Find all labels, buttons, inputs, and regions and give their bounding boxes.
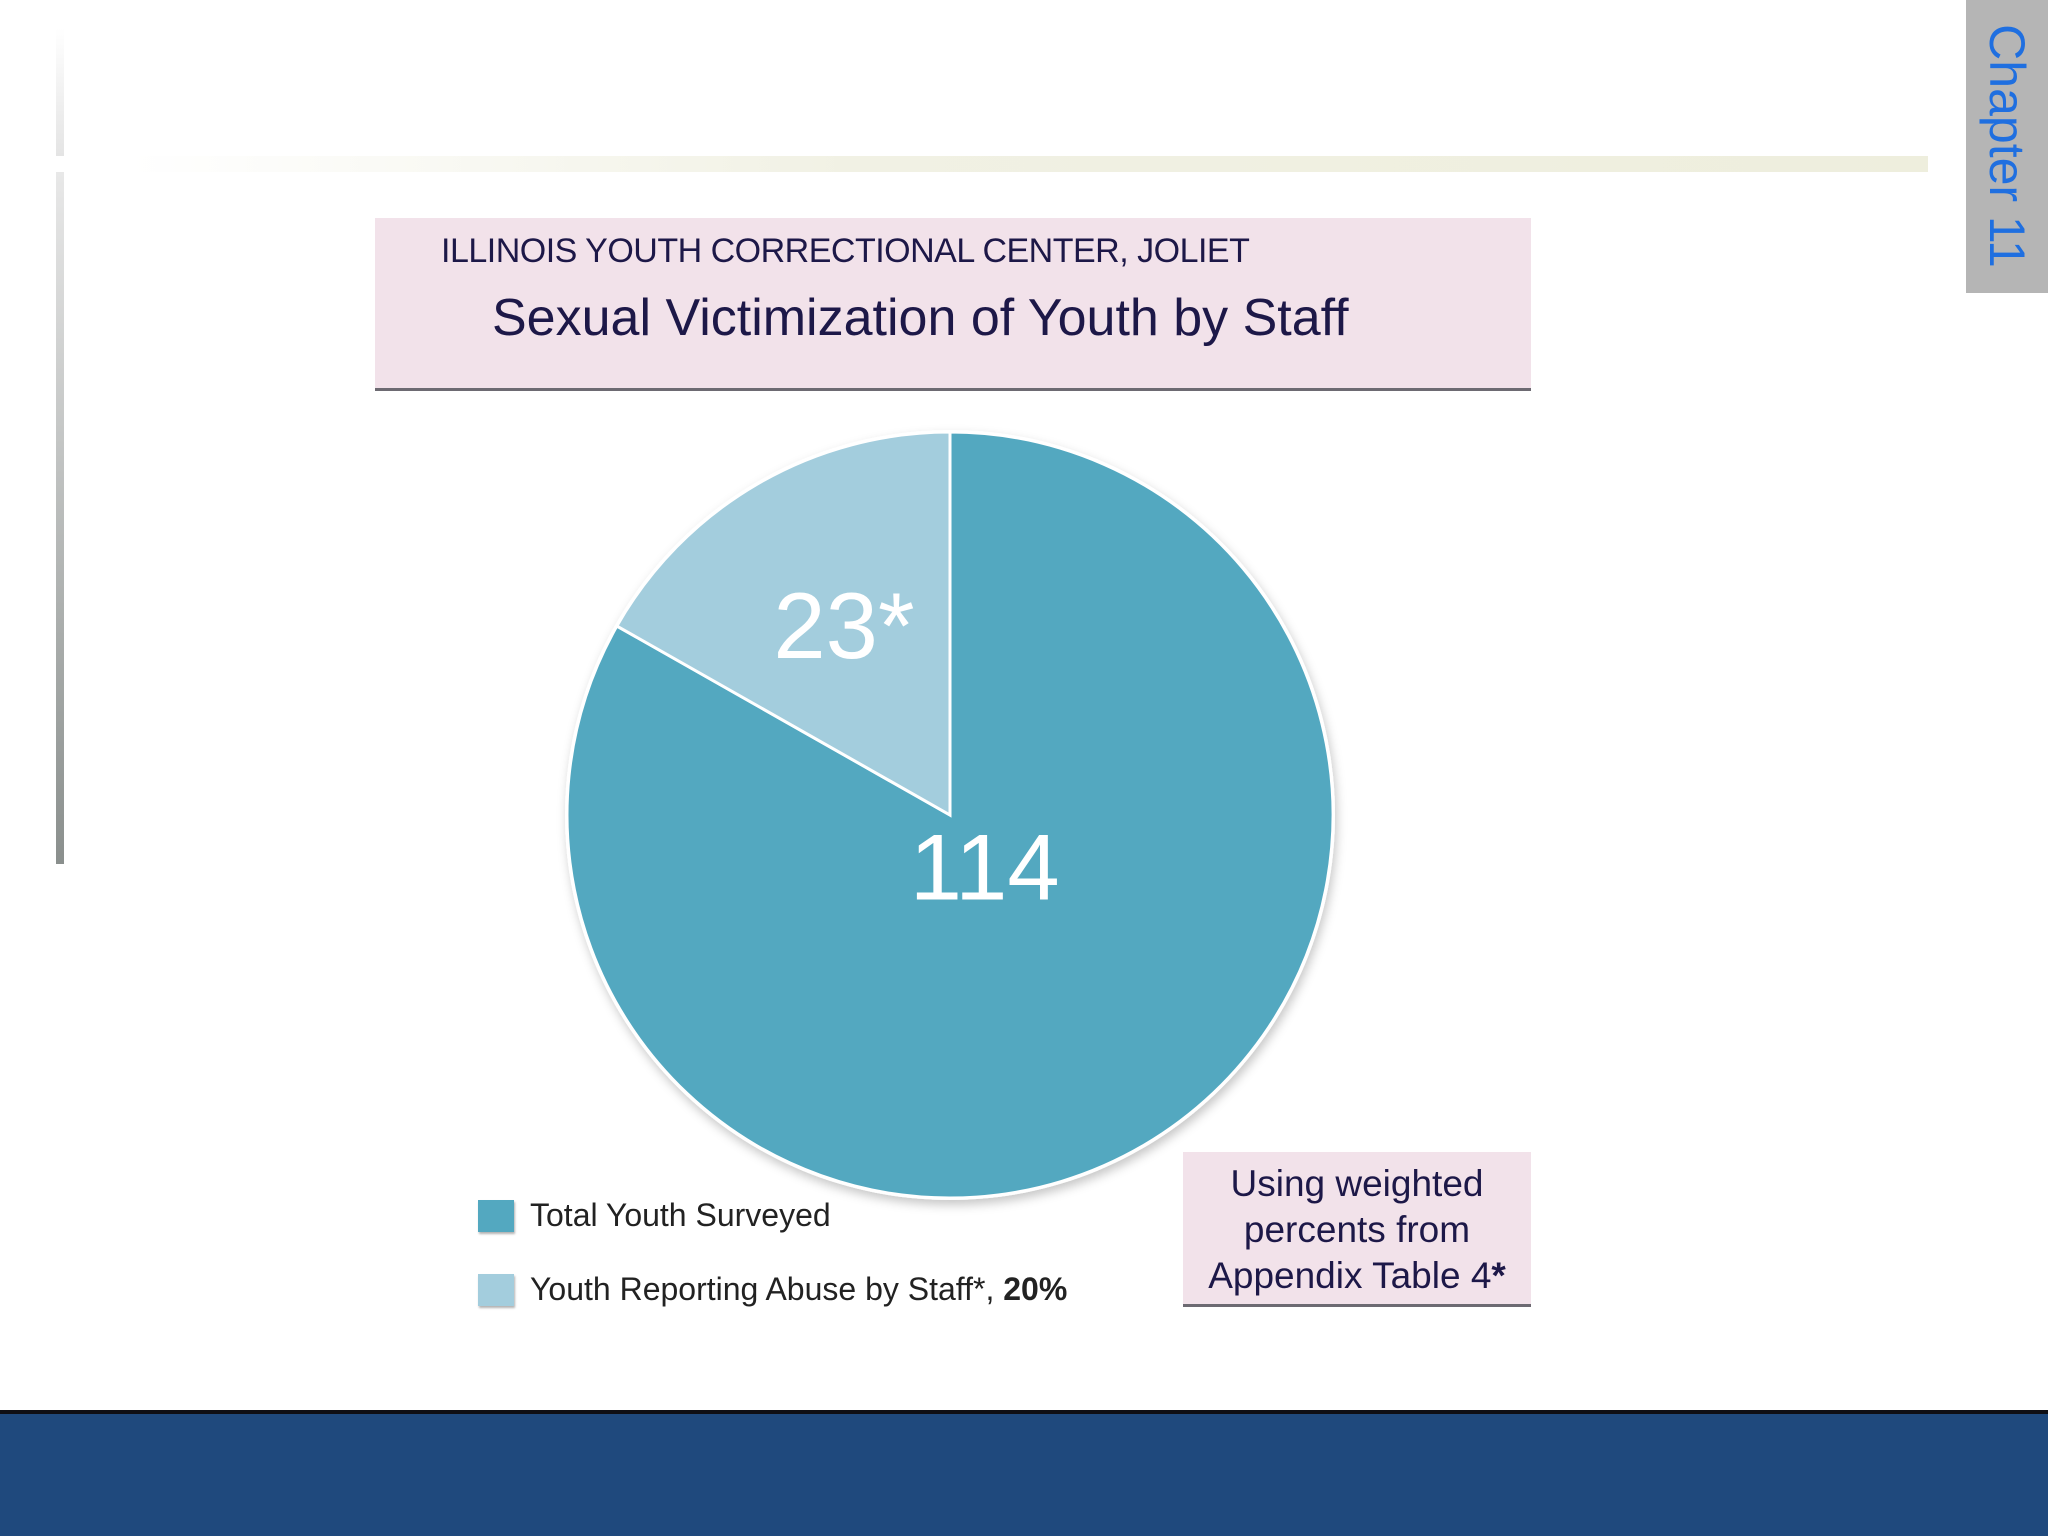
note-box: Using weighted percents from Appendix Ta…: [1183, 1152, 1531, 1307]
chart-title: Sexual Victimization of Youth by Staff: [492, 289, 1349, 347]
legend-swatch-abuse: [478, 1274, 514, 1306]
left-accent-bar: [56, 172, 64, 864]
pie-slice-label-1: 114: [910, 814, 1060, 919]
pie-slice-2: [614, 430, 952, 818]
legend-label-total: Total Youth Surveyed: [530, 1197, 831, 1233]
chart-subtitle: ILLINOIS YOUTH CORRECTIONAL CENTER, JOLI…: [441, 232, 1250, 270]
chapter-tab[interactable]: Chapter 11: [1966, 0, 2048, 293]
note-marker: *: [1491, 1255, 1506, 1296]
top-stripe: [130, 156, 1928, 172]
legend-label-abuse: Youth Reporting Abuse by Staff*, 20%: [530, 1271, 1068, 1307]
footer-bar: [0, 1414, 2048, 1536]
pie-slice-label-2: 23*: [773, 573, 914, 678]
chart-title-box: ILLINOIS YOUTH CORRECTIONAL CENTER, JOLI…: [375, 218, 1531, 391]
left-accent-bar-top: [56, 28, 64, 156]
legend-swatch-total: [478, 1200, 514, 1232]
footer-rule: [0, 1410, 2048, 1414]
note-text: Using weighted percents from Appendix Ta…: [1208, 1163, 1492, 1296]
